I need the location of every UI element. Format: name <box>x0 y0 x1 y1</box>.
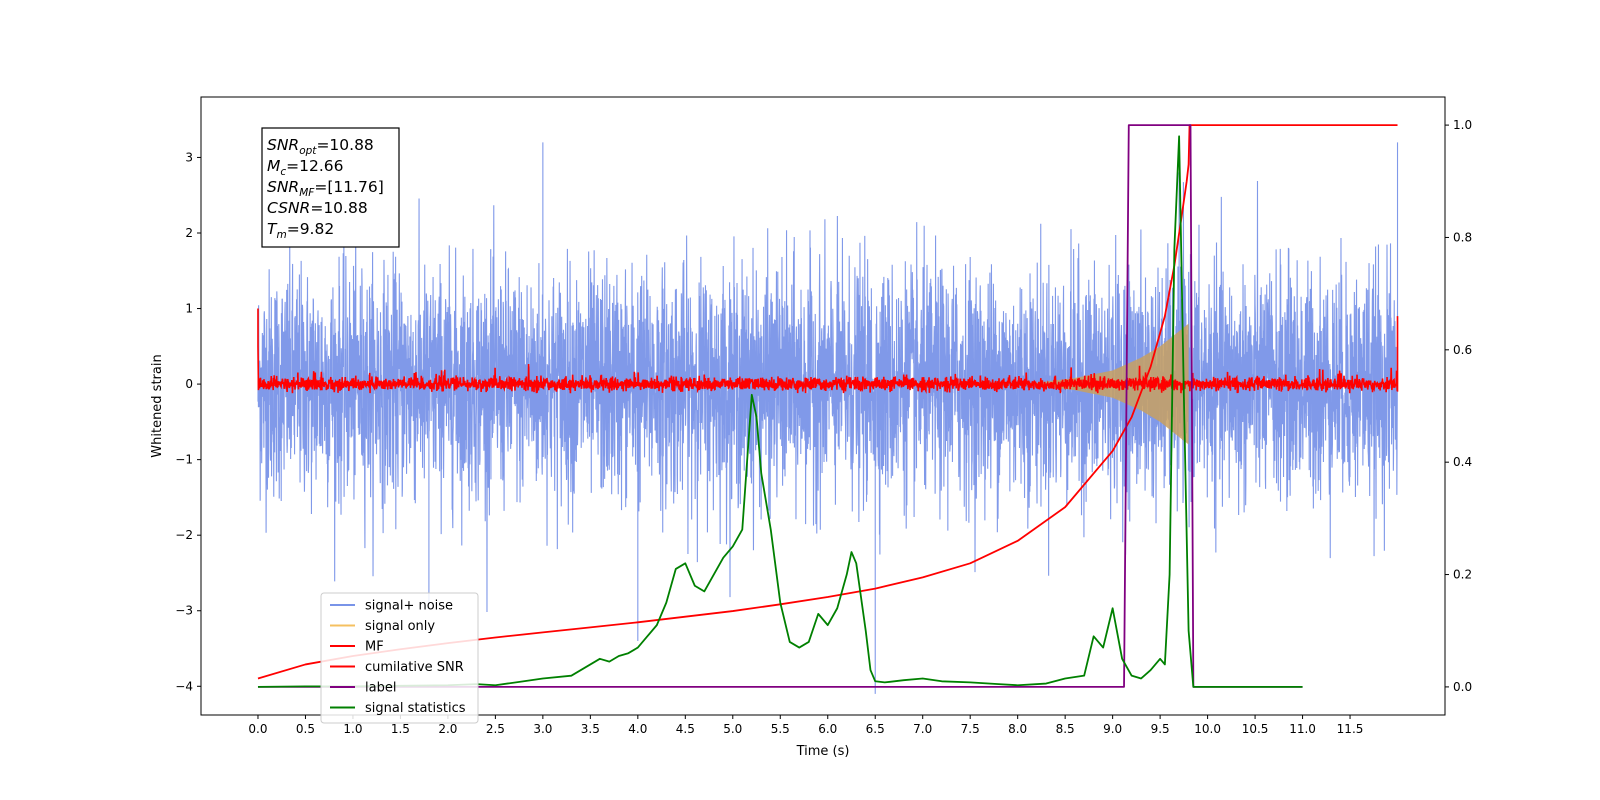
x-axis: 0.0 0.5 1.0 1.5 2.0 2.5 3.0 3.5 4.0 4.5 5.0 5.5 6.0 6… <box>248 715 1363 736</box>
y-tick-label: −3 <box>175 604 193 618</box>
x-tick-label: 5.0 <box>723 722 742 736</box>
y-tick-label: 0 <box>185 377 193 391</box>
y-tick-label: −4 <box>175 679 193 693</box>
y2-tick-label: 0.0 <box>1453 680 1472 694</box>
x-tick-label: 2.0 <box>438 722 457 736</box>
x-axis-label: Time (s) <box>796 744 850 759</box>
y-tick-label: −2 <box>175 528 193 542</box>
y-axis-right: 1.0 0.8 0.6 0.4 0.2 0.0 <box>1445 118 1472 694</box>
x-tick-label: 1.0 <box>343 722 362 736</box>
annotation-line: SNRopt=10.88 <box>267 136 374 157</box>
x-tick-label: 11.0 <box>1289 722 1316 736</box>
y-axis-label: Whitened strain <box>150 354 165 457</box>
annotation-frame <box>261 127 400 248</box>
legend-entry-signal-noise: signal+ noise <box>365 599 453 614</box>
legend-entry-label: label <box>365 681 396 696</box>
annotation-line: Mc=12.66 <box>267 157 344 178</box>
x-tick-label: 4.5 <box>676 722 695 736</box>
series-signal-statistics <box>257 135 1303 688</box>
x-tick-label: 9.0 <box>1103 722 1122 736</box>
x-tick-label: 1.5 <box>391 722 410 736</box>
legend-entry-mf: MF <box>365 640 384 655</box>
x-tick-label: 5.5 <box>771 722 790 736</box>
snr-annotation-box: SNRopt=10.88Mc=12.66SNRMF=[11.76]CSNR=10… <box>261 127 400 248</box>
x-tick-label: 6.5 <box>866 722 885 736</box>
annotation-line: CSNR=10.88 <box>267 199 368 217</box>
legend-frame <box>320 592 479 724</box>
x-tick-label: 8.5 <box>1056 722 1075 736</box>
annotation-line: SNRMF=[11.76] <box>267 178 384 199</box>
y2-tick-label: 1.0 <box>1453 118 1472 132</box>
y2-tick-label: 0.8 <box>1453 230 1472 244</box>
y-tick-label: 3 <box>185 150 193 164</box>
x-tick-label: 0.5 <box>296 722 315 736</box>
x-tick-label: 7.0 <box>913 722 932 736</box>
legend-entry-cumilative-snr: cumilative SNR <box>365 660 464 675</box>
mf-line <box>257 308 1399 394</box>
legend: signal+ noise signal only MF cumilative SNR… <box>320 592 479 724</box>
y-tick-label: −1 <box>175 453 193 467</box>
x-tick-label: 8.0 <box>1008 722 1027 736</box>
annotation-line: Tm=9.82 <box>267 220 334 241</box>
series-signal-noise <box>257 142 1399 694</box>
x-tick-label: 4.0 <box>628 722 647 736</box>
y2-tick-label: 0.6 <box>1453 343 1472 357</box>
plot-frame <box>200 96 1446 716</box>
x-tick-label: 9.5 <box>1151 722 1170 736</box>
legend-entry-signal-statistics: signal statistics <box>365 701 466 716</box>
series-mf <box>257 308 1399 394</box>
x-tick-label: 11.5 <box>1337 722 1364 736</box>
x-tick-label: 10.5 <box>1242 722 1269 736</box>
y-axis-left: 3 2 1 0 −1 −2 −3 −4 <box>175 150 201 693</box>
x-tick-label: 10.0 <box>1194 722 1221 736</box>
legend-entry-signal-only: signal only <box>365 619 435 634</box>
x-tick-label: 0.0 <box>248 722 267 736</box>
x-tick-label: 7.5 <box>961 722 980 736</box>
x-tick-label: 2.5 <box>486 722 505 736</box>
signal-noise-line <box>257 142 1399 694</box>
y-tick-label: 2 <box>185 226 193 240</box>
y2-tick-label: 0.2 <box>1453 568 1472 582</box>
x-tick-label: 3.5 <box>581 722 600 736</box>
x-tick-label: 3.0 <box>533 722 552 736</box>
y-tick-label: 1 <box>185 302 193 316</box>
y2-tick-label: 0.4 <box>1453 455 1472 469</box>
x-tick-label: 6.0 <box>818 722 837 736</box>
